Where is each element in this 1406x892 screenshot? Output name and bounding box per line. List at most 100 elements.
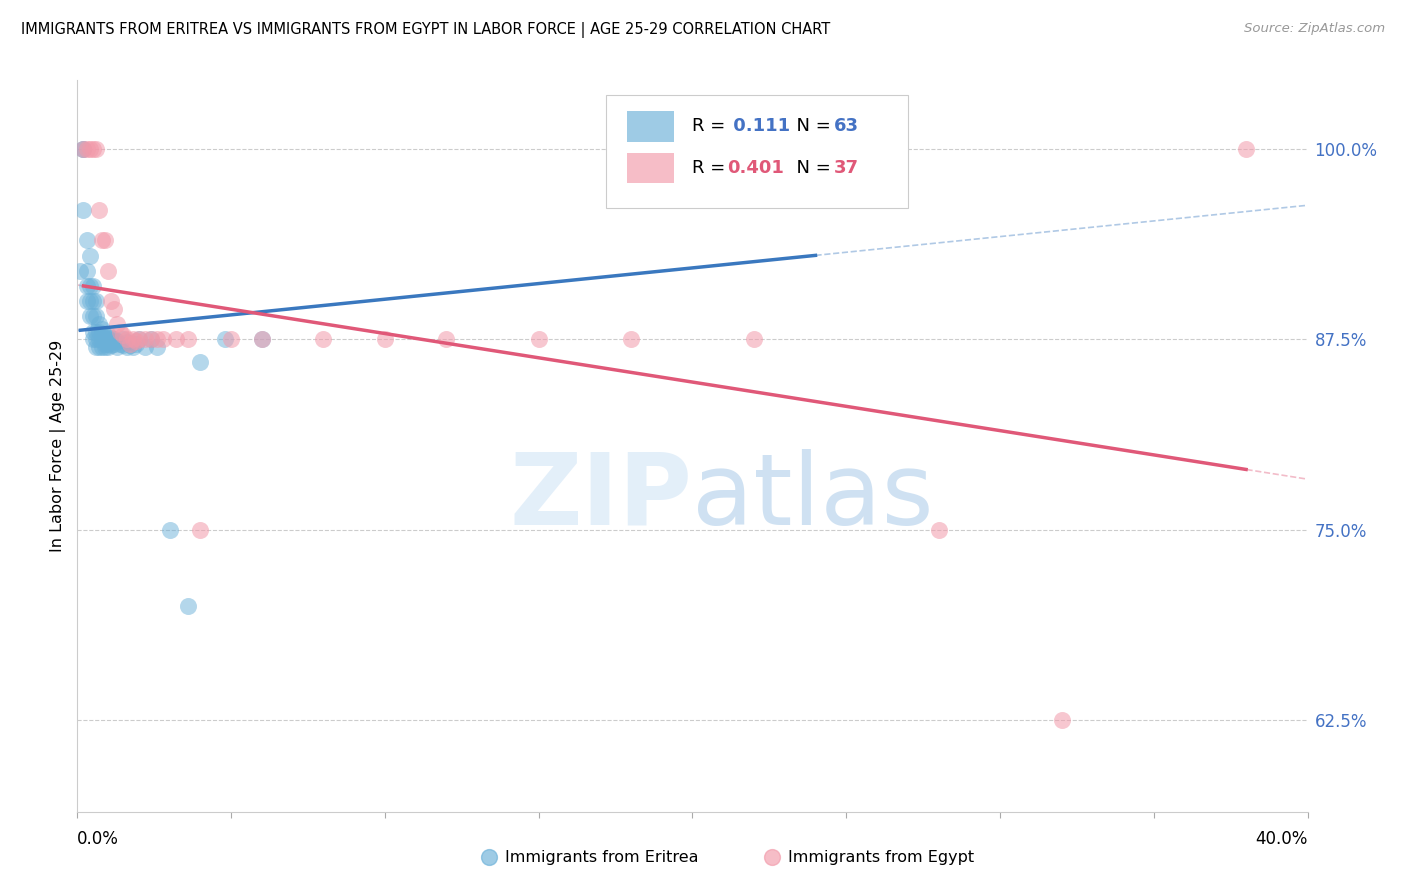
Point [87, 332, 110, 346]
Point [804, 142, 827, 156]
Point [146, 332, 169, 346]
Point [97, 332, 120, 346]
Point [84, 340, 107, 354]
Point [94, 233, 117, 247]
Point [312, 332, 335, 346]
Point [100, 338, 122, 352]
Point [115, 340, 138, 354]
Point [103, 332, 125, 346]
Point [112, 338, 135, 352]
Point [79, 248, 101, 262]
Point [115, 332, 138, 346]
Text: Immigrants from Egypt: Immigrants from Egypt [789, 849, 974, 864]
Point [72, 142, 94, 156]
Point [112, 327, 135, 342]
Text: 40.0%: 40.0% [1256, 830, 1308, 848]
Point [97, 340, 120, 354]
Point [76, 142, 98, 156]
Point [90, 332, 114, 346]
Point [94, 340, 117, 354]
Text: 0.111: 0.111 [727, 118, 790, 136]
Point [141, 332, 163, 346]
Text: R =: R = [693, 159, 731, 177]
Point [146, 340, 169, 354]
Point [90, 233, 114, 247]
Point [742, 332, 765, 346]
Point [97, 264, 120, 278]
Point [121, 340, 143, 354]
Text: 0.0%: 0.0% [77, 830, 120, 848]
Point [105, 334, 128, 348]
Point [79, 310, 101, 324]
Point [79, 294, 101, 309]
Text: atlas: atlas [693, 449, 934, 546]
Point [94, 332, 117, 346]
Point [84, 325, 107, 339]
Point [87, 340, 110, 354]
Point [87, 317, 110, 331]
Point [1234, 142, 1257, 156]
Point [79, 142, 101, 156]
Point [527, 332, 550, 346]
Point [165, 332, 187, 346]
Text: Source: ZipAtlas.com: Source: ZipAtlas.com [1244, 22, 1385, 36]
Point [100, 331, 122, 345]
Point [159, 523, 181, 537]
Point [188, 523, 212, 537]
Point [103, 301, 125, 316]
Point [90, 321, 114, 335]
Text: R =: R = [693, 118, 731, 136]
Point [76, 279, 98, 293]
Point [100, 294, 122, 309]
Point [82, 325, 104, 339]
Point [94, 327, 117, 342]
FancyBboxPatch shape [606, 95, 908, 209]
Point [118, 337, 141, 351]
Point [76, 264, 98, 278]
Point [72, 202, 94, 217]
Point [97, 337, 120, 351]
Point [82, 294, 104, 309]
Point [105, 340, 128, 354]
Text: N =: N = [785, 118, 837, 136]
Bar [627, 153, 673, 184]
Point [87, 202, 110, 217]
Y-axis label: In Labor Force | Age 25-29: In Labor Force | Age 25-29 [51, 340, 66, 552]
Point [97, 327, 120, 342]
Point [94, 337, 117, 351]
Point [125, 334, 148, 348]
Point [374, 332, 396, 346]
Text: 37: 37 [834, 159, 859, 177]
Point [76, 233, 98, 247]
Point [105, 317, 128, 331]
Point [90, 340, 114, 354]
Text: N =: N = [785, 159, 837, 177]
Point [103, 337, 125, 351]
Point [76, 294, 98, 309]
Point [177, 599, 200, 613]
Point [141, 332, 163, 346]
Point [121, 332, 143, 346]
Point [188, 355, 212, 369]
Point [115, 335, 138, 350]
Point [82, 310, 104, 324]
Point [100, 334, 122, 348]
Point [134, 340, 156, 354]
Point [436, 332, 458, 346]
Point [177, 332, 200, 346]
Text: 0.401: 0.401 [727, 159, 783, 177]
Point [110, 337, 132, 351]
Point [134, 332, 156, 346]
Point [250, 332, 273, 346]
Text: 63: 63 [834, 118, 859, 136]
Point [79, 279, 101, 293]
Point [125, 337, 148, 351]
Point [620, 332, 643, 346]
Point [84, 332, 107, 346]
Point [219, 332, 242, 346]
Text: ZIP: ZIP [509, 449, 693, 546]
Point [69, 264, 91, 278]
Point [1050, 714, 1073, 728]
Point [128, 332, 150, 346]
Point [928, 523, 950, 537]
